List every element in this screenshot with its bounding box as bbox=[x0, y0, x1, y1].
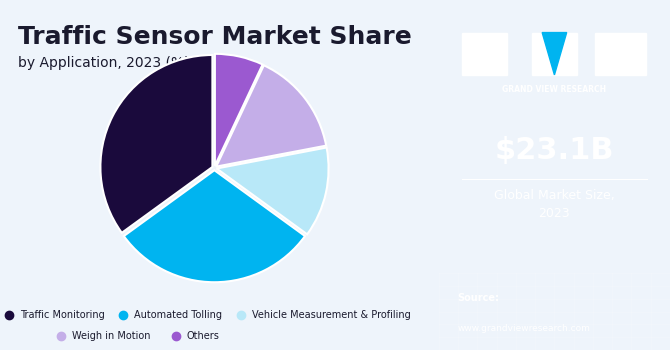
Text: GRAND VIEW RESEARCH: GRAND VIEW RESEARCH bbox=[502, 85, 606, 94]
Text: Global Market Size,
2023: Global Market Size, 2023 bbox=[494, 189, 615, 220]
Wedge shape bbox=[216, 65, 326, 167]
Bar bbox=[596, 33, 647, 75]
Bar bbox=[532, 33, 577, 75]
Text: $23.1B: $23.1B bbox=[494, 136, 614, 165]
Bar bbox=[462, 33, 507, 75]
Text: www.grandviewresearch.com: www.grandviewresearch.com bbox=[458, 324, 590, 333]
Wedge shape bbox=[124, 170, 305, 282]
Text: by Application, 2023 (%): by Application, 2023 (%) bbox=[17, 56, 189, 70]
Polygon shape bbox=[542, 33, 567, 75]
Wedge shape bbox=[100, 55, 212, 233]
Wedge shape bbox=[216, 147, 328, 234]
Text: Weigh in Motion: Weigh in Motion bbox=[72, 331, 151, 341]
Text: Automated Tolling: Automated Tolling bbox=[134, 310, 222, 320]
Text: Others: Others bbox=[186, 331, 219, 341]
Text: Source:: Source: bbox=[458, 293, 499, 303]
Text: Vehicle Measurement & Profiling: Vehicle Measurement & Profiling bbox=[253, 310, 411, 320]
Text: Traffic Monitoring: Traffic Monitoring bbox=[19, 310, 105, 320]
Wedge shape bbox=[215, 54, 263, 166]
Text: Traffic Sensor Market Share: Traffic Sensor Market Share bbox=[17, 25, 411, 49]
